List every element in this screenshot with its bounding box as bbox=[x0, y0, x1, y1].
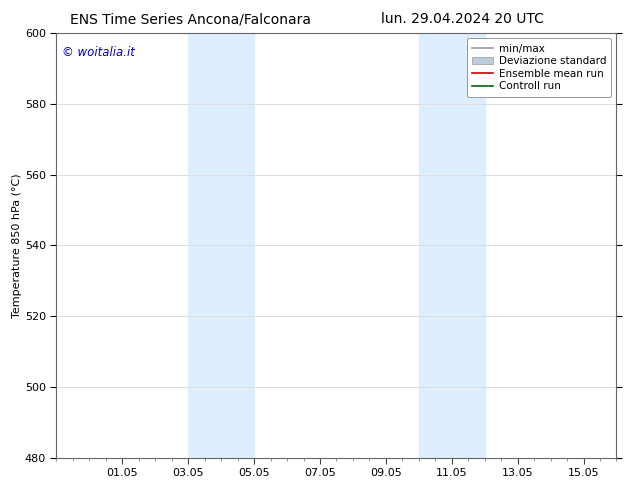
Legend: min/max, Deviazione standard, Ensemble mean run, Controll run: min/max, Deviazione standard, Ensemble m… bbox=[467, 38, 611, 97]
Y-axis label: Temperature 850 hPa (°C): Temperature 850 hPa (°C) bbox=[12, 173, 22, 318]
Bar bbox=[188, 33, 254, 458]
Text: ENS Time Series Ancona/Falconara: ENS Time Series Ancona/Falconara bbox=[70, 12, 311, 26]
Text: © woitalia.it: © woitalia.it bbox=[62, 46, 135, 59]
Text: lun. 29.04.2024 20 UTC: lun. 29.04.2024 20 UTC bbox=[382, 12, 544, 26]
Bar bbox=[419, 33, 484, 458]
